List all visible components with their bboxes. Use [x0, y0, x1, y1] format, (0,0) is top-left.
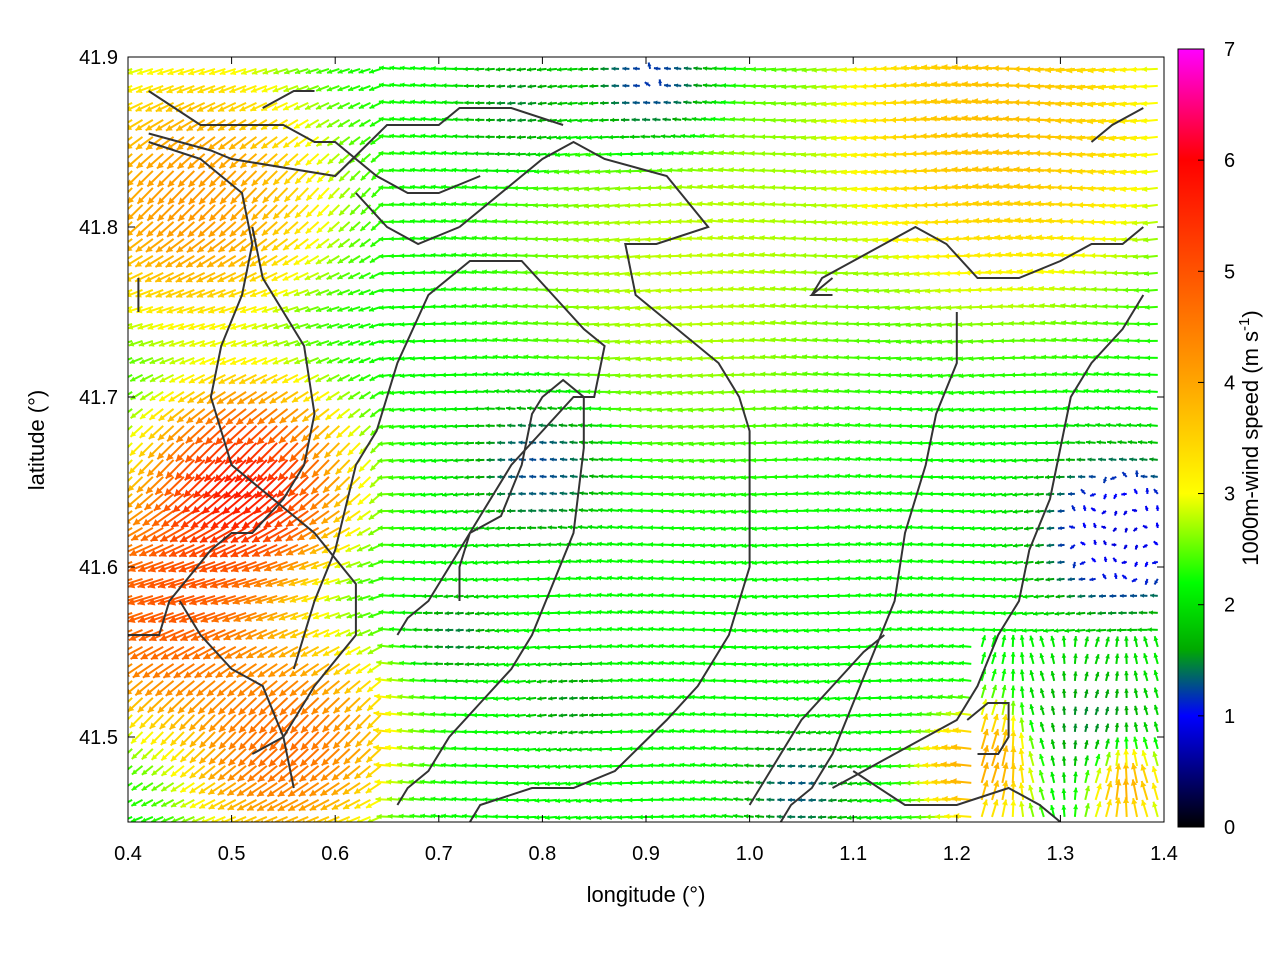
- x-tick-label: 1.3: [1046, 843, 1074, 865]
- colorbar-label-superscript: -1: [1236, 318, 1253, 331]
- colorbar-tick-label: 2: [1224, 595, 1235, 617]
- colorbar-tick-label: 4: [1224, 372, 1235, 394]
- x-tick-label: 0.5: [218, 843, 246, 865]
- colorbar-tick-label: 0: [1224, 817, 1235, 839]
- x-tick-label: 0.8: [528, 843, 556, 865]
- x-axis-label: longitude (°): [587, 882, 706, 907]
- y-tick-label: 41.9: [79, 47, 118, 69]
- x-tick-label: 1.4: [1150, 843, 1178, 865]
- y-tick-label: 41.7: [79, 387, 118, 409]
- colorbar-tick-label: 6: [1224, 150, 1235, 172]
- x-tick-label: 0.9: [632, 843, 660, 865]
- colorbar-tick-label: 3: [1224, 484, 1235, 506]
- y-tick-label: 41.5: [79, 727, 118, 749]
- colorbar-tick-label: 1: [1224, 706, 1235, 728]
- x-tick-label: 1.0: [736, 843, 764, 865]
- x-tick-label: 1.2: [943, 843, 971, 865]
- y-tick-label: 41.6: [79, 557, 118, 579]
- y-tick-label: 41.8: [79, 217, 118, 239]
- colorbar-label-suffix: ): [1238, 310, 1263, 317]
- colorbar-tick-label: 5: [1224, 261, 1235, 283]
- x-tick-label: 0.7: [425, 843, 453, 865]
- x-tick-label: 1.1: [839, 843, 867, 865]
- colorbar-tick-label: 7: [1224, 39, 1235, 61]
- x-tick-label: 0.6: [321, 843, 349, 865]
- colorbar-gradient: [1178, 49, 1204, 827]
- x-tick-label: 0.4: [114, 843, 142, 865]
- y-axis-label: latitude (°): [24, 390, 49, 491]
- colorbar-label: 1000m-wind speed (m s-1): [1236, 310, 1263, 565]
- colorbar-label-main: 1000m-wind speed (m s: [1238, 331, 1263, 566]
